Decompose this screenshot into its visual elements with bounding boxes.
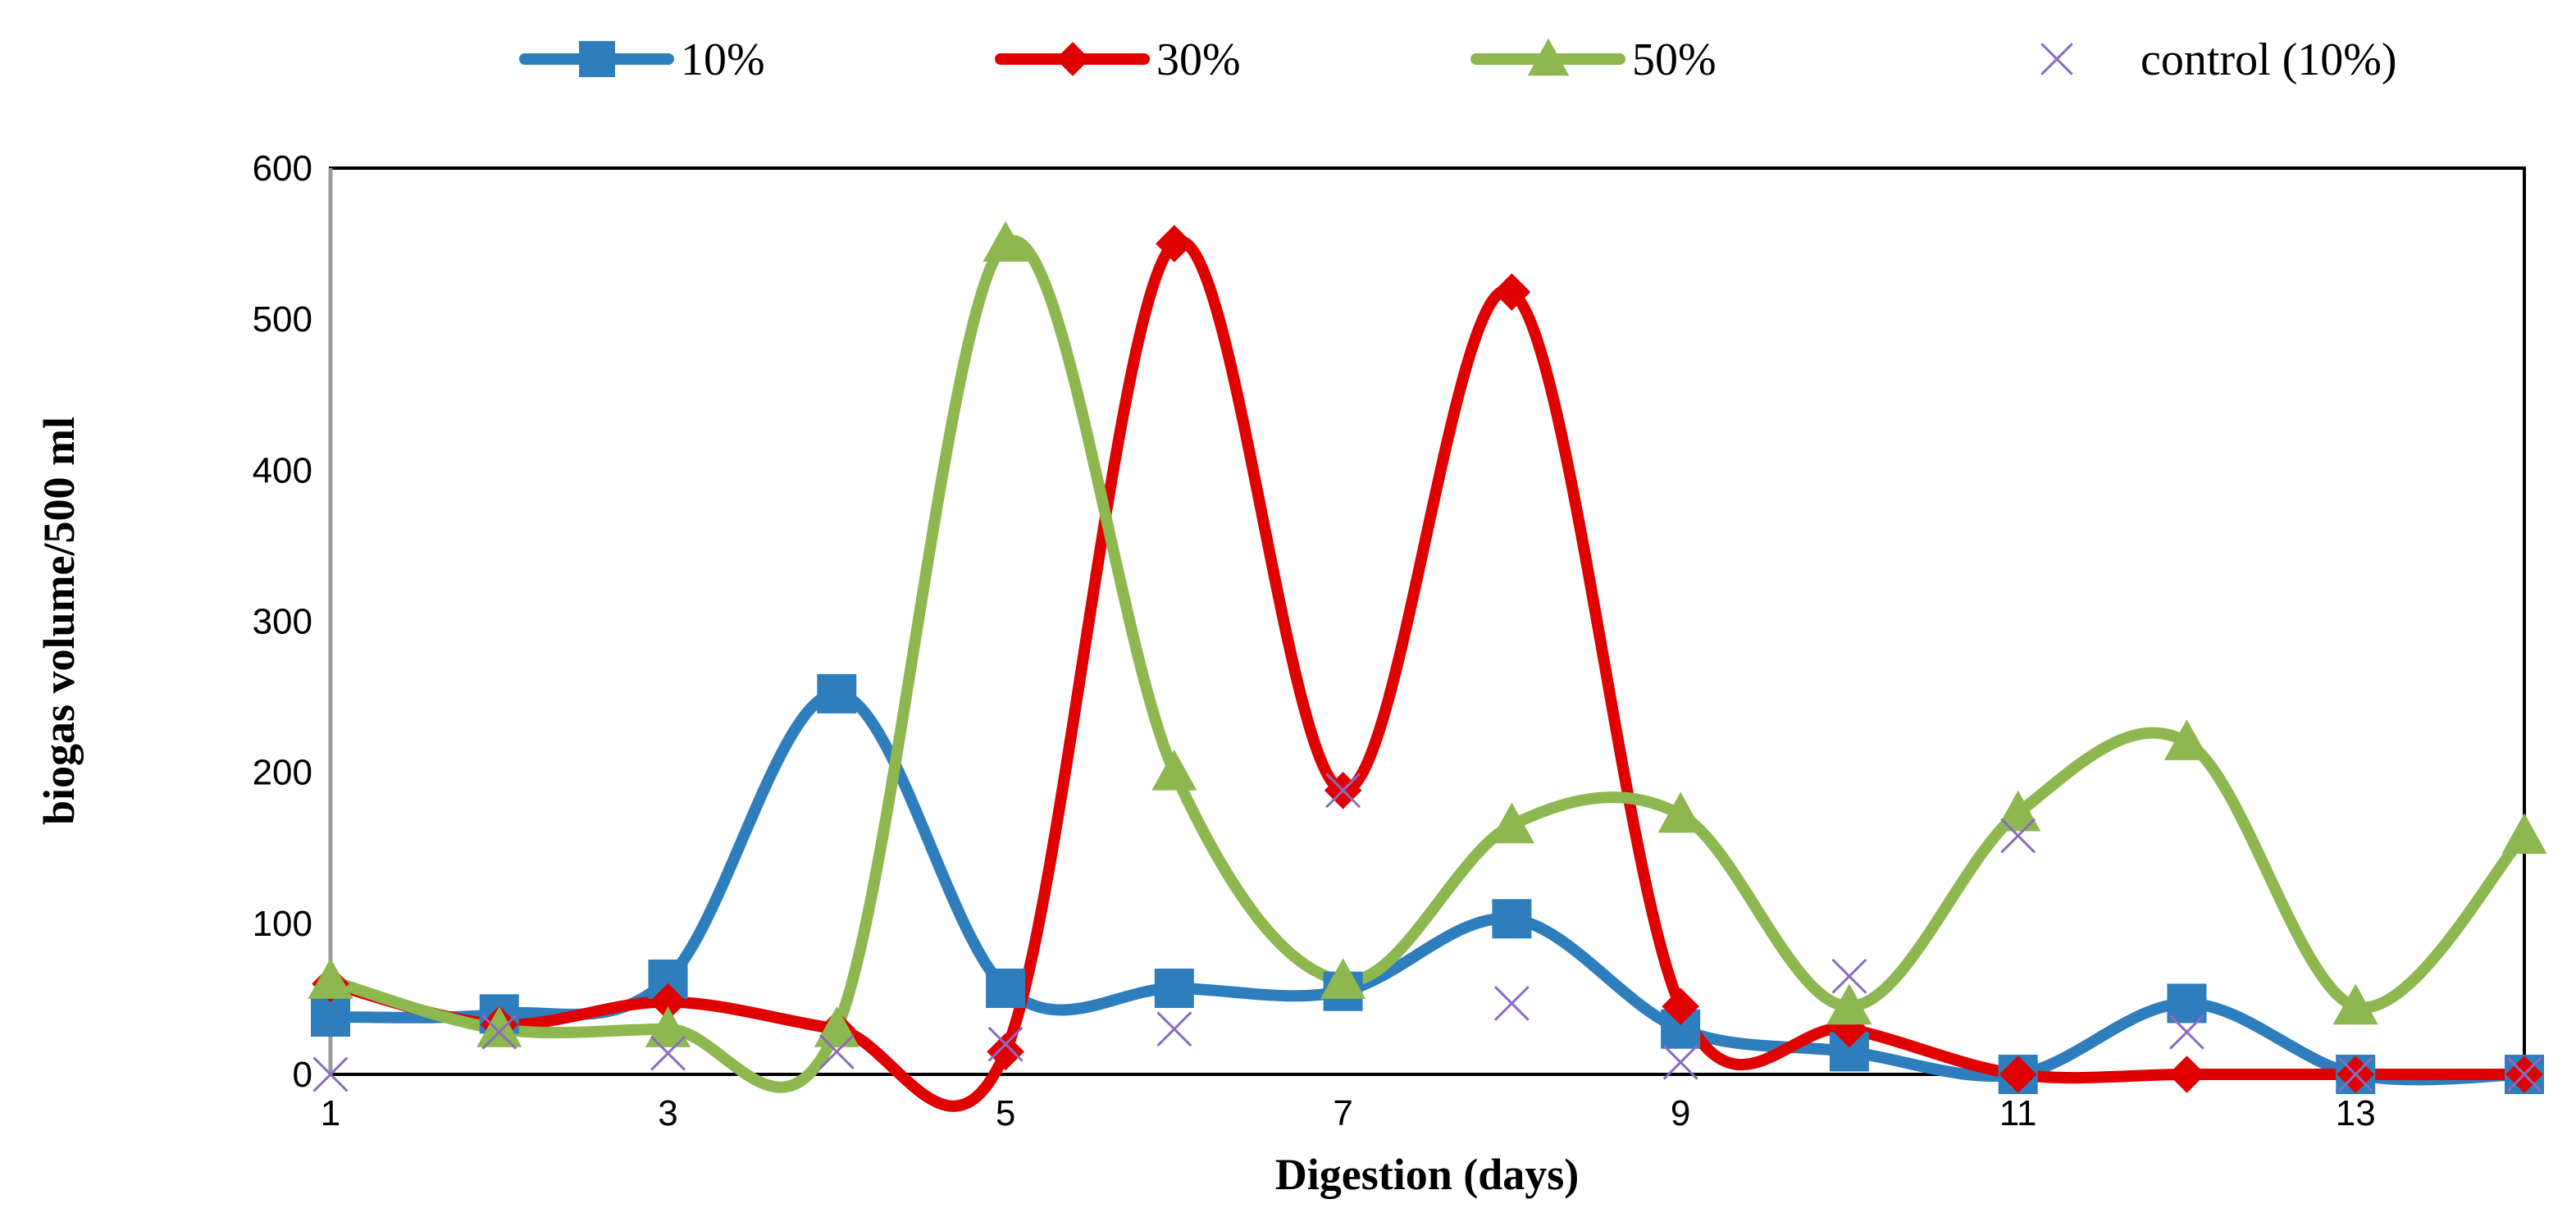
data-point-s1-3 bbox=[649, 983, 687, 1021]
y-tick-label: 600 bbox=[253, 148, 312, 189]
legend-marker-1 bbox=[1055, 42, 1090, 76]
data-point-s3-12 bbox=[2168, 1014, 2204, 1050]
y-tick-label: 100 bbox=[253, 904, 312, 944]
series-markers bbox=[308, 221, 2547, 1094]
data-point-s3-1 bbox=[312, 1056, 349, 1092]
data-point-s3-10 bbox=[1831, 958, 1867, 994]
data-point-s0-6 bbox=[1154, 969, 1194, 1009]
legend-marker-3 bbox=[2040, 43, 2073, 75]
data-point-s1-5 bbox=[987, 1033, 1024, 1071]
data-point-s1-10 bbox=[1831, 1010, 1868, 1048]
data-point-s2-9 bbox=[1657, 791, 1703, 833]
legend-label-3: control (10%) bbox=[2141, 34, 2397, 85]
data-point-s1-6 bbox=[1156, 225, 1193, 262]
data-point-s2-7 bbox=[1320, 958, 1366, 999]
data-point-s3-13 bbox=[2337, 1056, 2373, 1092]
data-point-s3-7 bbox=[1325, 773, 1361, 809]
x-tick-label: 11 bbox=[1999, 1093, 2037, 1133]
data-point-s2-11 bbox=[1995, 790, 2041, 832]
legend-label-1: 30% bbox=[1156, 34, 1241, 85]
x-axis-title: Digestion (days) bbox=[1275, 1150, 1580, 1199]
y-tick-label: 200 bbox=[253, 753, 312, 793]
legend-label-0: 10% bbox=[681, 34, 765, 85]
legend-label-2: 50% bbox=[1632, 34, 1717, 85]
data-point-s2-5 bbox=[983, 221, 1028, 262]
data-point-s1-12 bbox=[2168, 1056, 2206, 1093]
data-point-s2-10 bbox=[1826, 983, 1872, 1025]
x-tick-label: 3 bbox=[658, 1093, 677, 1133]
data-point-s3-5 bbox=[987, 1026, 1024, 1062]
data-point-s3-14 bbox=[2506, 1056, 2542, 1092]
y-tick-label: 500 bbox=[253, 299, 312, 340]
data-point-s0-12 bbox=[2167, 983, 2207, 1024]
x-tick-label: 7 bbox=[1333, 1093, 1352, 1133]
legend-marker-2 bbox=[1527, 38, 1570, 76]
data-point-s2-12 bbox=[2163, 719, 2210, 760]
data-point-s3-11 bbox=[2000, 818, 2036, 854]
data-point-s0-8 bbox=[1492, 899, 1532, 939]
data-point-s3-6 bbox=[1156, 1011, 1192, 1047]
legend: 10% 30% 50% control (10%) bbox=[519, 34, 2397, 85]
x-tick-label: 5 bbox=[996, 1093, 1015, 1133]
legend-marker-0 bbox=[579, 41, 615, 77]
data-point-s0-4 bbox=[817, 673, 857, 714]
data-point-s3-3 bbox=[650, 1035, 686, 1071]
y-axis-title: biogas volume/500 ml bbox=[34, 417, 84, 825]
x-tick-label: 1 bbox=[321, 1093, 340, 1133]
data-point-s1-8 bbox=[1493, 273, 1531, 311]
data-point-s3-9 bbox=[1662, 1044, 1698, 1080]
y-axis-ticks: 0 100 200 300 400 500 600 bbox=[253, 148, 312, 1095]
y-tick-label: 400 bbox=[253, 450, 312, 490]
data-point-s0-5 bbox=[986, 969, 1026, 1009]
data-point-s2-6 bbox=[1151, 750, 1197, 791]
series-line-0 bbox=[325, 687, 2530, 1086]
data-point-s2-14 bbox=[2501, 813, 2547, 855]
y-tick-label: 300 bbox=[253, 602, 312, 642]
data-point-s3-2 bbox=[481, 1014, 517, 1050]
data-point-s2-3 bbox=[645, 1006, 691, 1047]
data-point-s1-9 bbox=[1662, 987, 1699, 1025]
plot-area bbox=[328, 166, 2526, 1076]
data-point-s0-1 bbox=[311, 997, 350, 1037]
data-point-s3-8 bbox=[1493, 985, 1530, 1021]
plot-frame bbox=[329, 166, 2526, 1076]
x-axis-ticks: 1 3 5 7 9 11 13 bbox=[321, 1093, 2376, 1133]
data-point-s2-13 bbox=[2332, 983, 2378, 1025]
data-point-s2-8 bbox=[1489, 802, 1534, 844]
data-point-s2-1 bbox=[308, 958, 353, 999]
data-point-s2-4 bbox=[814, 1006, 859, 1047]
x-tick-label: 9 bbox=[1671, 1093, 1690, 1133]
data-point-s3-4 bbox=[818, 1033, 855, 1069]
data-point-s2-2 bbox=[476, 1006, 522, 1047]
x-tick-label: 13 bbox=[2336, 1093, 2376, 1133]
data-point-s1-11 bbox=[1999, 1056, 2037, 1093]
y-tick-label: 0 bbox=[293, 1055, 312, 1095]
